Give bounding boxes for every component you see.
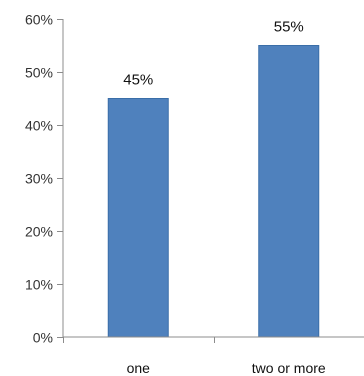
y-axis-ticks bbox=[57, 19, 63, 338]
data-label: 45% bbox=[123, 72, 153, 89]
x-category-label: one bbox=[127, 360, 151, 376]
bar-series bbox=[107, 45, 320, 338]
bar bbox=[258, 45, 320, 338]
y-tick-label: 0% bbox=[33, 330, 53, 346]
y-tick-label: 10% bbox=[25, 277, 53, 293]
x-axis-category-labels: one two or more bbox=[127, 360, 326, 376]
x-axis-ticks bbox=[63, 337, 215, 343]
bar bbox=[107, 98, 169, 338]
y-tick-label: 40% bbox=[25, 118, 53, 134]
y-tick-label: 60% bbox=[25, 12, 53, 28]
y-axis-tick-labels: 0% 10% 20% 30% 40% 50% 60% bbox=[25, 12, 53, 346]
y-tick-label: 30% bbox=[25, 171, 53, 187]
y-tick-label: 20% bbox=[25, 224, 53, 240]
y-tick-label: 50% bbox=[25, 65, 53, 81]
data-label: 55% bbox=[274, 19, 304, 36]
x-category-label: two or more bbox=[252, 360, 326, 376]
data-labels: 45% 55% bbox=[123, 19, 304, 89]
